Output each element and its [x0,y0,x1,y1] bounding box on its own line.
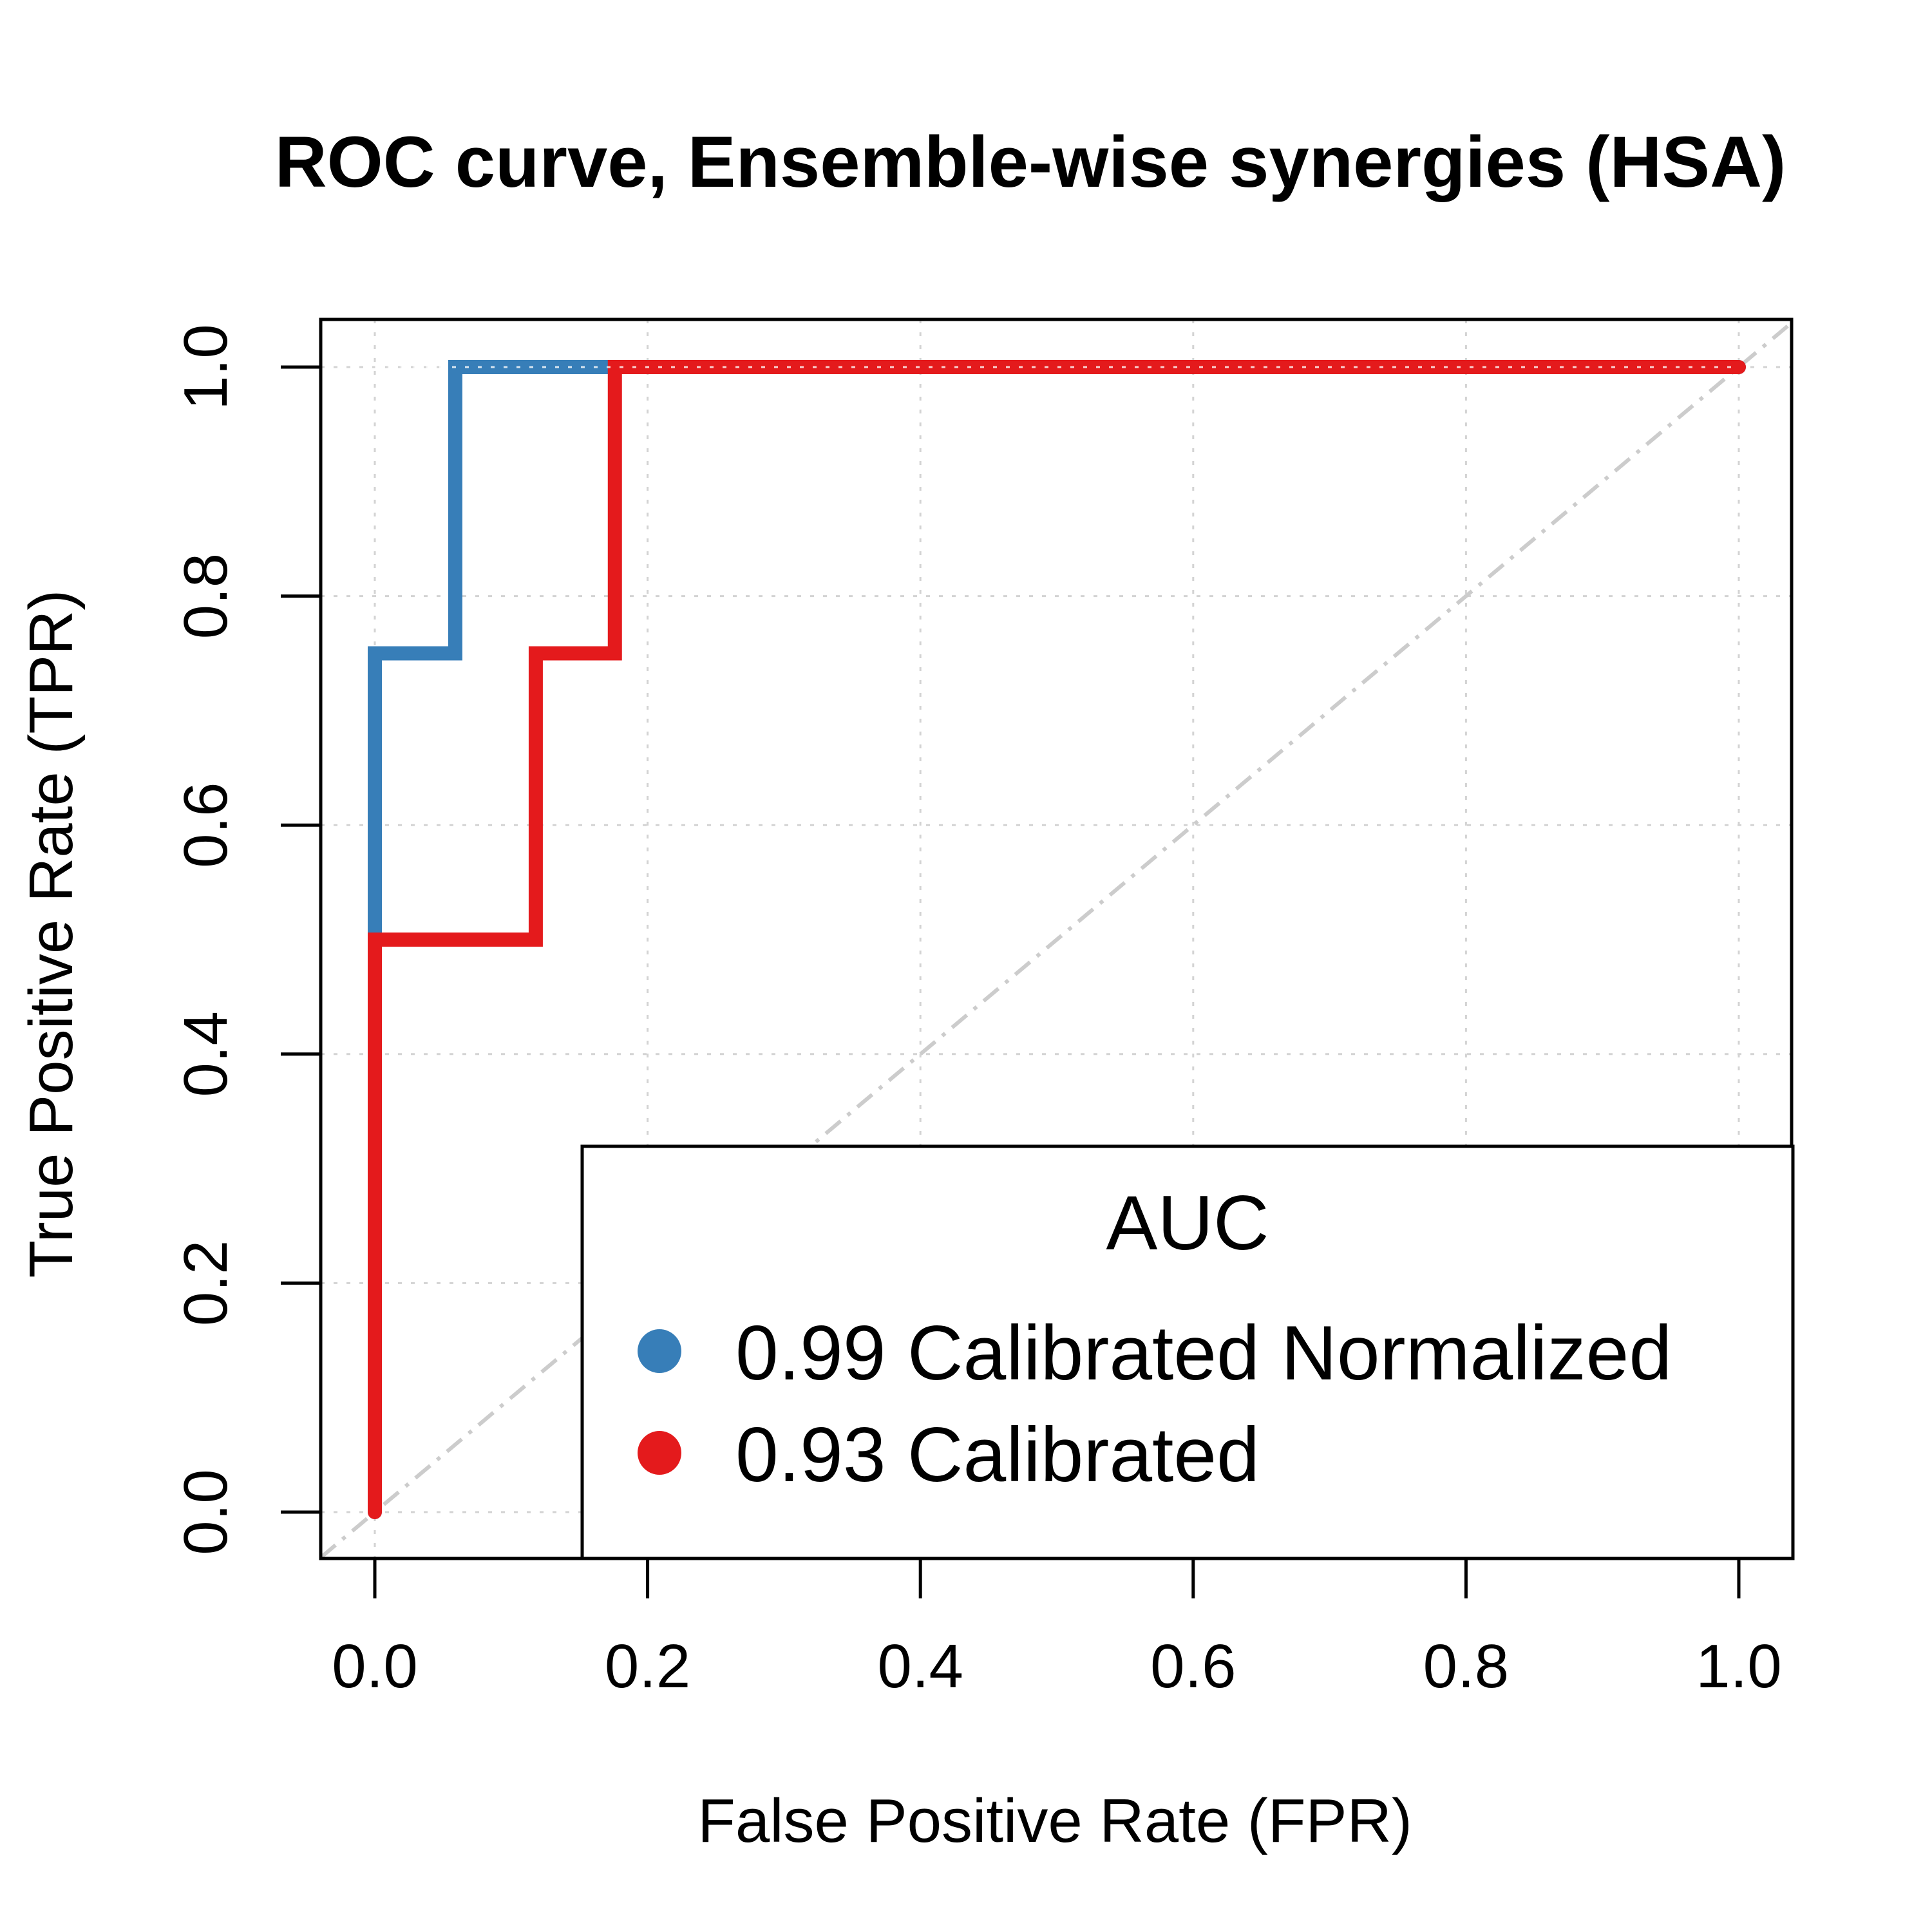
x-tick-label: 0.8 [1423,1632,1509,1701]
legend-label-calibrated-normalized: 0.99 Calibrated Normalized [735,1310,1672,1396]
x-tick-label: 0.6 [1150,1632,1236,1701]
diagonal-reference-line [319,321,1793,1559]
x-tick-label: 0.0 [332,1632,417,1701]
legend-marker-calibrated-normalized [638,1329,681,1373]
x-tick-label: 0.4 [877,1632,963,1701]
y-axis-label: True Positive Rate (TPR) [17,590,86,1278]
y-tick-label: 0.2 [171,1240,240,1326]
x-axis-label: False Positive Rate (FPR) [697,1786,1412,1855]
legend-title: AUC [1106,1180,1269,1266]
legend-box [580,1144,1795,1560]
legend-label-calibrated: 0.93 Calibrated [735,1412,1260,1498]
legend-marker-calibrated [638,1431,681,1475]
x-tick-label: 1.0 [1696,1632,1781,1701]
x-tick-label: 0.2 [605,1632,690,1701]
chart-title: ROC curve, Ensemble-wise synergies (HSA) [275,122,1786,202]
legend: AUC 0.99 Calibrated Normalized 0.93 Cali… [580,1144,1795,1560]
x-axis: 0.0 0.2 0.4 0.6 0.8 1.0 [332,1558,1782,1701]
y-axis: 0.0 0.2 0.4 0.6 0.8 1.0 [171,324,321,1555]
y-tick-label: 1.0 [171,324,240,410]
y-tick-label: 0.6 [171,782,240,867]
series-line-calibrated [368,360,1746,1519]
y-tick-label: 0.4 [171,1011,240,1097]
y-tick-label: 0.8 [171,553,240,639]
series-lines [368,360,1746,1519]
y-tick-label: 0.0 [171,1469,240,1555]
